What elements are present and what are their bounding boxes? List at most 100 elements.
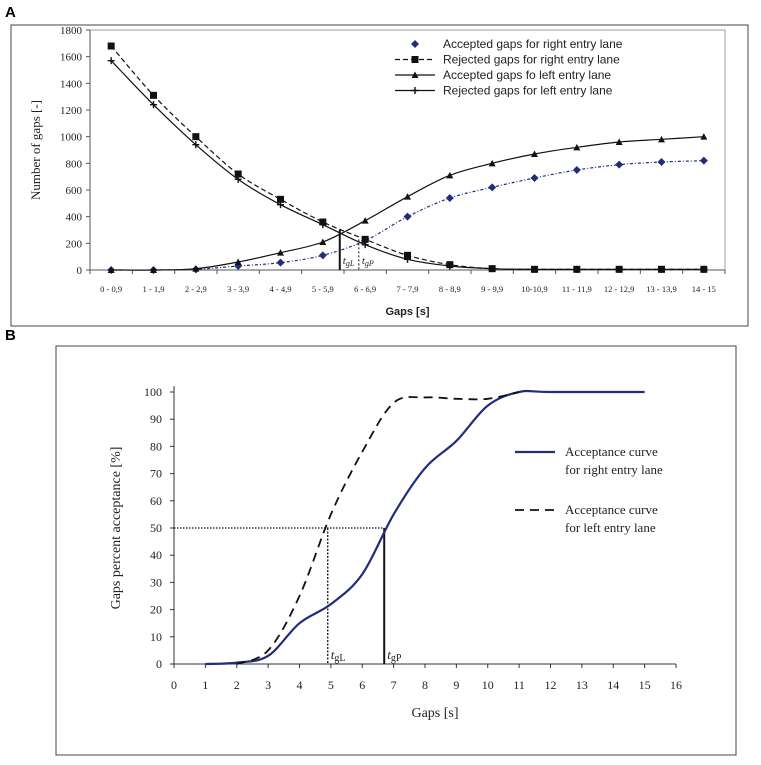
data-point-a	[234, 170, 242, 178]
x-tick-label-a: 3 - 3,9	[227, 284, 249, 294]
x-tick-label-b: 9	[453, 678, 459, 692]
panel-a-border	[10, 24, 749, 327]
x-tick-label-b: 0	[171, 678, 177, 692]
data-point-a	[361, 217, 369, 224]
data-point-a	[277, 201, 284, 209]
data-point-a	[658, 265, 665, 273]
y-axis-title-b: Gaps percent acceptance [%]	[109, 447, 124, 610]
legend-marker-a	[411, 71, 419, 78]
data-point-a	[150, 91, 157, 99]
data-point-a	[488, 265, 496, 273]
legend-marker-a	[411, 87, 419, 94]
y-tick-label-a: 1600	[60, 52, 83, 64]
y-tick-label-b: 60	[150, 494, 162, 508]
data-point-a	[615, 138, 623, 145]
data-point-a	[403, 212, 412, 221]
data-point-a	[318, 251, 327, 260]
y-tick-label-a: 1000	[60, 132, 83, 144]
data-point-a	[404, 193, 411, 200]
series-line-a	[110, 45, 704, 270]
legend-label-a: Rejected gaps for left entry lane	[443, 84, 613, 98]
y-tick-label-a: 1800	[60, 25, 83, 37]
x-tick-label-b: 16	[670, 678, 682, 692]
panel-a-chart: 0 200 400 600 800 1000 1200 1400 1600 1800 0 - 0,9…	[28, 25, 726, 318]
x-axis-title-b: Gaps [s]	[411, 706, 458, 721]
y-tick-label-b: 0	[156, 657, 162, 671]
x-tick-label-a: 0 - 0,9	[100, 284, 122, 294]
data-point-a	[530, 174, 539, 182]
x-tick-label-b: 7	[391, 678, 397, 692]
x-tick-label-a: 11 - 11,9	[562, 284, 592, 294]
y-tick-label-b: 30	[150, 575, 162, 589]
x-tick-label-a: 2 - 2,9	[185, 284, 207, 294]
data-point-a	[277, 249, 284, 256]
data-point-a	[276, 258, 285, 267]
data-point-a	[700, 265, 708, 273]
legend-label-a: Rejected gaps for right entry lane	[443, 53, 620, 67]
y-tick-label-b: 50	[150, 521, 162, 535]
data-point-a	[107, 42, 115, 50]
legend-label-b: Acceptance curve	[565, 502, 658, 517]
x-tick-label-a: 9 - 9,9	[481, 284, 503, 294]
y-tick-label-b: 20	[150, 603, 162, 617]
data-point-a	[446, 171, 454, 179]
x-tick-label-b: 12	[545, 678, 557, 692]
data-point-a	[192, 133, 200, 141]
legend-label-a: Accepted gaps for right entry lane	[443, 37, 623, 51]
y-tick-label-a: 400	[66, 212, 83, 224]
annotation-label-b: tgP	[387, 647, 402, 664]
x-tick-label-b: 13	[576, 678, 588, 692]
x-tick-label-a: 10-10,9	[521, 284, 547, 294]
legend-label-a: Accepted gaps fo left entry lane	[443, 68, 611, 82]
series-line-b	[205, 389, 645, 666]
y-tick-label-a: 200	[66, 238, 83, 250]
x-tick-label-b: 10	[482, 678, 494, 692]
x-tick-label-b: 15	[639, 678, 651, 692]
data-point-a	[699, 156, 708, 165]
data-point-a	[572, 166, 581, 174]
y-tick-label-b: 90	[150, 412, 162, 426]
y-tick-label-a: 1200	[60, 105, 83, 117]
legend-marker-a	[411, 56, 419, 63]
data-point-a	[361, 241, 369, 249]
legend-label-b: for left entry lane	[565, 520, 656, 535]
data-point-a	[658, 135, 665, 143]
legend-marker-a	[411, 40, 419, 48]
data-point-a	[319, 221, 327, 229]
data-point-a	[107, 57, 115, 65]
x-tick-label-b: 5	[328, 678, 334, 692]
y-tick-label-b: 10	[150, 630, 162, 644]
series-line-a	[111, 136, 704, 271]
x-tick-label-a: 14 - 15	[692, 284, 716, 294]
panel-a-label: A	[5, 4, 16, 21]
data-point-a	[531, 150, 538, 157]
x-tick-label-a: 6 - 6,9	[354, 284, 376, 294]
x-tick-label-b: 2	[234, 678, 240, 692]
x-tick-label-b: 8	[422, 678, 428, 692]
x-tick-label-a: 1 - 1,9	[143, 284, 165, 294]
annotation-label-b: tgL	[331, 647, 346, 664]
x-tick-label-b: 3	[265, 678, 271, 692]
legend-label-b: for right entry lane	[565, 462, 663, 477]
data-point-a	[700, 133, 708, 140]
data-point-a	[488, 183, 497, 192]
y-tick-label-b: 100	[144, 385, 162, 399]
panel-b-border	[55, 345, 737, 756]
x-tick-label-a: 12 - 12,9	[604, 284, 634, 294]
data-point-a	[531, 265, 538, 273]
data-point-a	[234, 175, 242, 183]
x-tick-label-b: 6	[359, 678, 365, 692]
x-tick-label-b: 14	[607, 678, 619, 692]
y-tick-label-b: 80	[150, 439, 162, 453]
x-axis-title-a: Gaps [s]	[385, 306, 429, 318]
y-axis-title-a: Number of gaps [-]	[28, 100, 43, 200]
data-point-a	[404, 251, 411, 259]
x-tick-label-a: 4 - 4,9	[270, 284, 292, 294]
data-point-a	[657, 158, 666, 166]
annotation-label-a: tgP	[362, 255, 374, 268]
data-point-a	[361, 235, 369, 243]
data-point-a	[277, 195, 284, 203]
x-tick-label-a: 5 - 5,9	[312, 284, 334, 294]
